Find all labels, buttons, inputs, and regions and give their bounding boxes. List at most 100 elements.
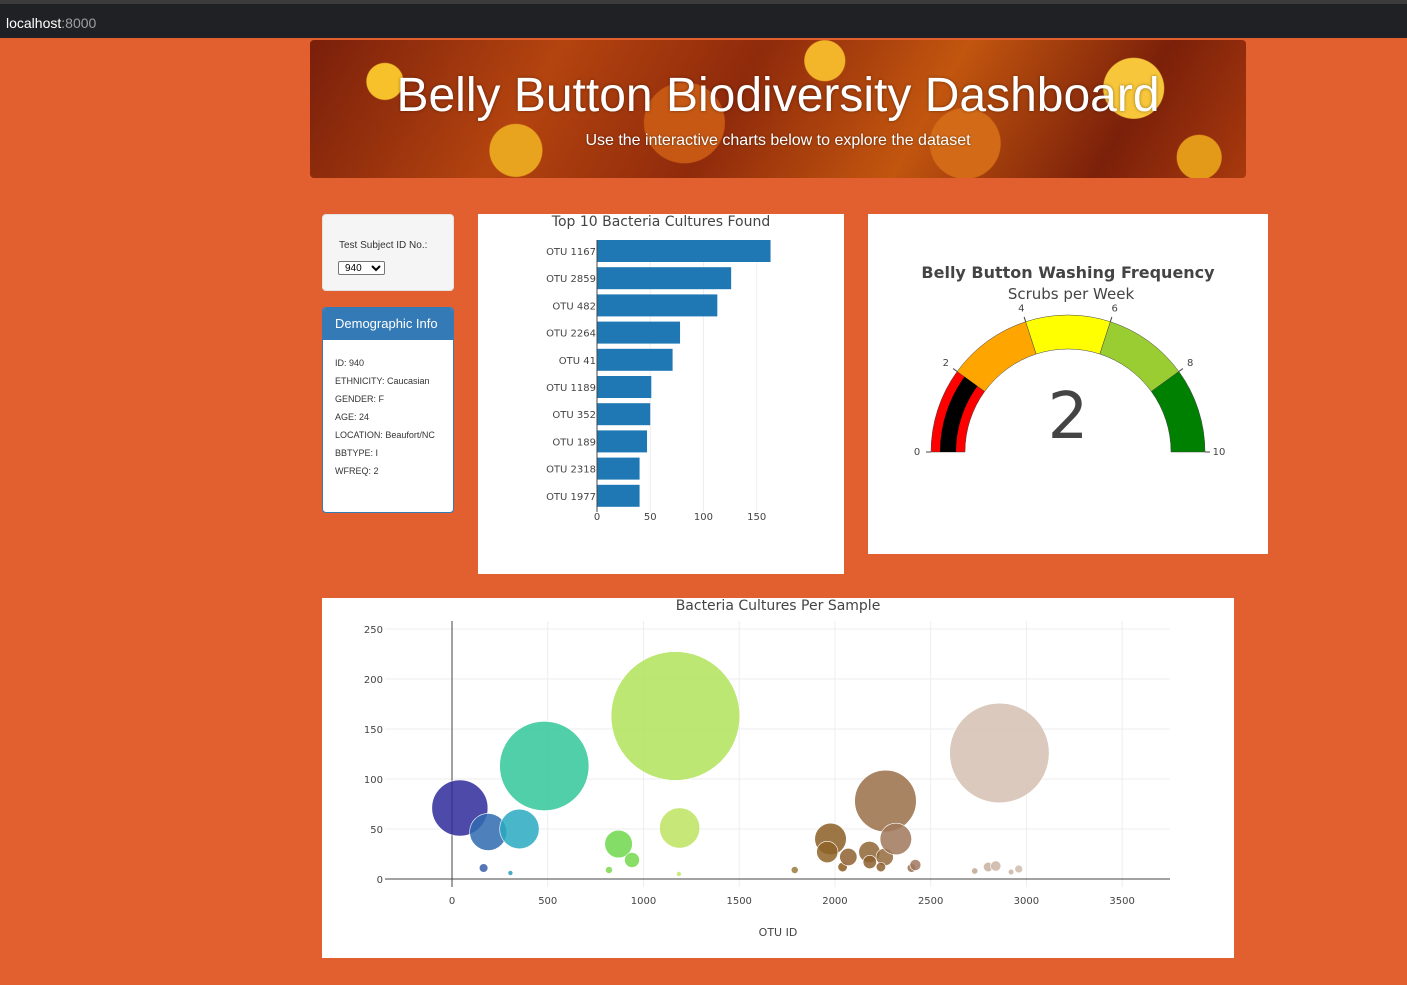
bubble-point [610,651,741,781]
bar [597,457,640,480]
gauge-tick [952,368,958,372]
bar-x-tick-label: 150 [747,512,766,523]
bubble-point [604,829,633,859]
demo-gender: GENDER: F [335,394,385,404]
gauge-tick-label: 2 [943,358,949,369]
bar-category-label: OTU 2318 [546,465,596,476]
header-banner: Belly Button Biodiversity Dashboard Use … [310,40,1246,178]
bar-category-label: OTU 189 [552,437,596,448]
bubble-point [1014,864,1023,874]
bar [597,294,718,317]
bubble-y-tick-label: 100 [364,775,383,786]
bar [597,240,771,262]
bubble-point [507,870,514,876]
demographic-info-panel: Demographic Info ID: 940 ETHNICITY: Cauc… [322,307,454,513]
gauge-step [1025,314,1111,355]
subject-id-label: Test Subject ID No.: [339,240,428,251]
bar-x-tick-label: 0 [594,512,600,523]
subject-id-select[interactable]: 940 [338,261,385,275]
bubble-y-tick-label: 250 [364,625,383,636]
bubble-point [659,807,701,849]
bar-category-label: OTU 482 [552,301,596,312]
gauge-tick-label: 6 [1111,303,1117,314]
bubble-x-tick-label: 500 [538,896,557,907]
bubble-x-axis-label: OTU ID [759,926,798,939]
gauge-tick-label: 0 [914,447,920,458]
gauge-tick [1023,316,1027,322]
bar [597,321,681,344]
demo-ethnicity: ETHNICITY: Caucasian [335,376,430,386]
bubble-point [839,848,858,866]
bubble-point [971,867,979,875]
bubble-point [478,863,489,873]
gauge-chart-card: Belly Button Washing Frequency Scrubs per… [868,214,1268,554]
bubble-point [909,859,922,871]
bubble-point [862,854,877,870]
gauge-tick-label: 8 [1187,358,1193,369]
gauge-tick [1178,368,1184,372]
bar-category-label: OTU 2264 [546,329,596,340]
bubble-point [499,808,540,850]
subject-selector-well: Test Subject ID No.: 940 [322,214,454,291]
bar [597,403,651,426]
bar-category-label: OTU 1977 [546,492,596,503]
bubble-x-tick-label: 1500 [726,896,751,907]
bar [597,376,652,398]
bubble-point [816,841,839,863]
url-text[interactable]: localhost:8000 [6,15,97,31]
bar [597,348,673,371]
bar-category-label: OTU 352 [552,410,596,421]
bubble-point [1008,868,1015,876]
bubble-chart[interactable]: Bacteria Cultures Per Sample 0 50 100 150 200… [322,598,1234,958]
bubble-point [624,852,640,868]
bar-category-label: OTU 1167 [546,247,596,258]
bubble-point [879,822,912,856]
bubble-point [875,861,886,873]
bubble-x-tick-label: 1000 [631,896,656,907]
bubble-point [676,871,682,877]
bar [597,484,640,507]
bubble-x-tick-label: 2000 [822,896,847,907]
gauge-tick [1109,316,1113,322]
bar-x-tick-label: 50 [644,512,657,523]
demo-location: LOCATION: Beaufort/NC [335,430,435,440]
bubble-y-tick-label: 50 [370,825,383,836]
bubble-point [854,769,917,833]
gauge-subtitle: Scrubs per Week [1008,285,1135,303]
bubble-x-tick-label: 2500 [918,896,943,907]
gauge-value-bar [940,376,978,452]
demographic-body: ID: 940 ETHNICITY: Caucasian GENDER: F A… [323,340,453,476]
bubble-x-tick-label: 0 [449,896,455,907]
browser-address-bar[interactable]: localhost:8000 [0,0,1407,38]
bar-category-label: OTU 41 [559,356,596,367]
bubble-y-tick-label: 0 [377,875,383,886]
bar-x-tick-label: 100 [694,512,713,523]
bar [597,430,648,453]
bar-chart-card: Top 10 Bacteria Cultures Found 0 50 100 150 O… [478,214,844,574]
gauge-value: 2 [1048,380,1089,454]
bar [597,267,732,290]
page-title: Belly Button Biodiversity Dashboard [396,69,1160,122]
bubble-x-tick-label: 3000 [1014,896,1039,907]
demo-bbtype: BBTYPE: I [335,448,379,458]
bubble-point [990,860,1002,872]
bubble-point [499,721,590,811]
demo-id: ID: 940 [335,358,365,368]
bar-chart-title: Top 10 Bacteria Cultures Found [551,214,770,230]
page-subtitle: Use the interactive charts below to expl… [585,132,971,149]
bubble-chart-title: Bacteria Cultures Per Sample [676,598,881,614]
bar-chart[interactable]: Top 10 Bacteria Cultures Found 0 50 100 150 O… [478,214,844,574]
bar-category-label: OTU 2859 [546,274,596,285]
demographic-heading: Demographic Info [323,308,453,340]
gauge-tick-label: 4 [1018,303,1024,314]
gauge-chart[interactable]: Belly Button Washing Frequency Scrubs per… [868,214,1268,554]
demo-wfreq: WFREQ: 2 [335,466,379,476]
bubble-point [790,866,799,874]
bubble-chart-card: Bacteria Cultures Per Sample 0 50 100 150 200… [322,598,1234,958]
gauge-step [1150,371,1206,453]
bubble-point [605,866,613,874]
gauge-tick-label: 10 [1213,447,1226,458]
bubble-y-tick-label: 150 [364,725,383,736]
demo-age: AGE: 24 [335,412,370,422]
bubble-x-tick-label: 3500 [1109,896,1134,907]
